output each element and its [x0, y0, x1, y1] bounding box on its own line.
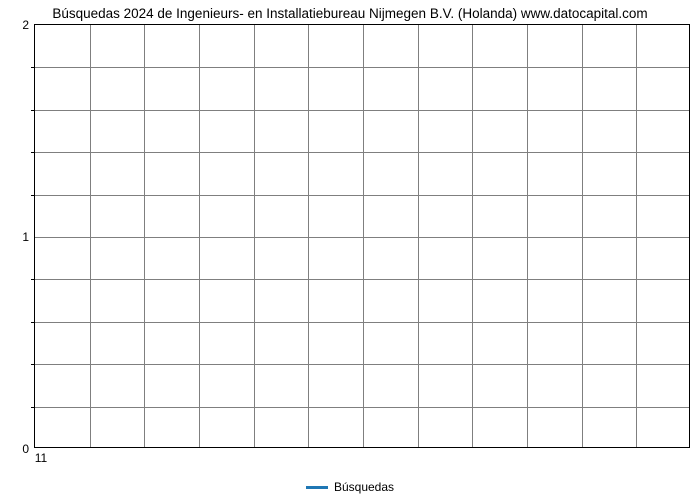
y-axis-minor-tick [31, 364, 35, 365]
y-axis-tick-label: 1 [22, 230, 29, 244]
gridline-horizontal [35, 195, 689, 196]
gridline-vertical [254, 25, 255, 447]
gridline-vertical [527, 25, 528, 447]
gridline-vertical [636, 25, 637, 447]
gridline-horizontal [35, 322, 689, 323]
gridline-vertical [308, 25, 309, 447]
gridline-horizontal [35, 110, 689, 111]
gridline-horizontal [35, 364, 689, 365]
plot-area: 01211 [34, 24, 690, 448]
legend-label: Búsquedas [334, 480, 394, 494]
gridline-horizontal [35, 152, 689, 153]
y-axis-minor-tick [31, 110, 35, 111]
gridline-vertical [472, 25, 473, 447]
y-axis-minor-tick [31, 279, 35, 280]
gridline-vertical [418, 25, 419, 447]
gridline-vertical [90, 25, 91, 447]
gridline-horizontal [35, 279, 689, 280]
gridline-vertical [582, 25, 583, 447]
gridline-vertical [199, 25, 200, 447]
gridline-horizontal [35, 237, 689, 238]
y-axis-minor-tick [31, 407, 35, 408]
y-axis-minor-tick [31, 322, 35, 323]
gridline-horizontal [35, 67, 689, 68]
gridline-vertical [144, 25, 145, 447]
chart-title: Búsquedas 2024 de Ingenieurs- en Install… [0, 6, 700, 21]
gridline-horizontal [35, 407, 689, 408]
legend-swatch [306, 486, 328, 489]
y-axis-minor-tick [31, 152, 35, 153]
y-axis-tick-label: 2 [22, 18, 29, 32]
y-axis-minor-tick [31, 195, 35, 196]
chart-container: Búsquedas 2024 de Ingenieurs- en Install… [0, 0, 700, 500]
x-axis-tick-label: 11 [35, 451, 47, 465]
legend: Búsquedas [0, 480, 700, 494]
y-axis-tick-label: 0 [22, 442, 29, 456]
y-axis-minor-tick [31, 67, 35, 68]
gridline-vertical [363, 25, 364, 447]
